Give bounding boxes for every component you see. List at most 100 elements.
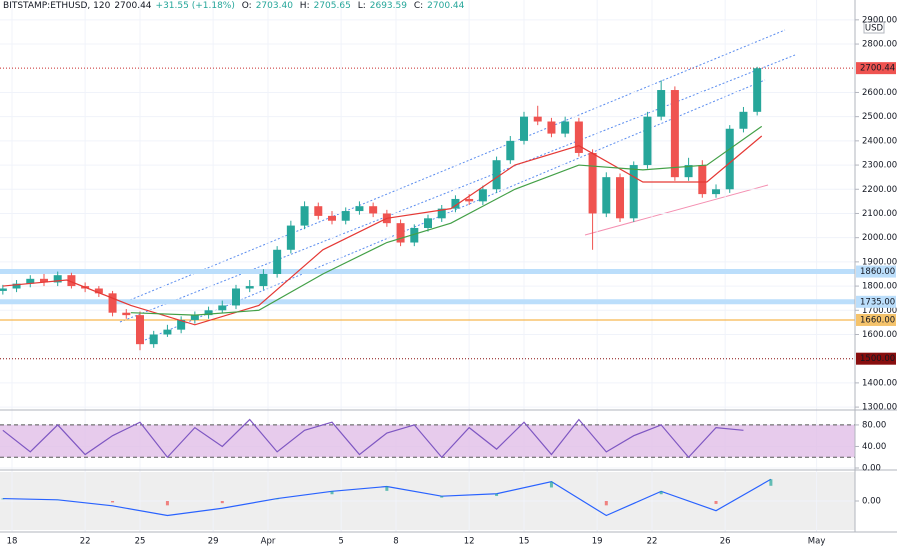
candle-body [94,288,103,294]
candle-body [204,310,213,316]
x-tick-label: 29 [208,537,219,547]
macd-histogram [165,501,169,506]
candle-body [177,319,186,330]
level-box [856,295,896,308]
h-value: 2705.65 [313,1,351,11]
level-box [856,352,896,365]
candle-body [437,208,446,219]
y-tick-label: 0.00 [862,464,881,474]
moving-average [2,135,763,326]
moving-average [130,125,763,316]
candle-body [520,116,529,141]
candle-body [588,152,597,214]
y-tick-label: 2900.00 [862,15,897,25]
candle-body [739,111,748,129]
candle-body [53,275,62,283]
l-value: 2693.59 [369,1,407,11]
candle-body [629,165,638,219]
x-tick-label: May [808,537,826,547]
level-label: 1735.00 [860,297,895,307]
c-key: C: [413,1,424,11]
candle-body [396,223,405,243]
candle-body [12,283,21,289]
o-value: 2703.40 [255,1,293,11]
level-label: 1500.00 [860,354,895,364]
level-box [856,313,896,326]
candle-body [561,121,570,134]
y-tick-label: 2100.00 [862,209,897,219]
macd-histogram [604,501,608,506]
level-label: 2700.44 [860,64,895,74]
x-tick-label: 12 [464,537,475,547]
x-tick-label: 5 [338,537,343,547]
y-tick-label: 2800.00 [862,40,897,50]
macd-histogram [440,496,444,498]
legend-header: BITSTAMP:ETHUSD, 120 2700.44 +31.55 (+1.18… [3,1,468,11]
y-tick-label: 1400.00 [862,378,897,388]
candle-body [753,68,762,112]
candle-body [602,177,611,214]
y-tick-label: 1300.00 [862,403,897,413]
y-tick-label: 1700.00 [862,306,897,316]
y-tick-label: 0.00 [862,497,881,507]
candle-body [108,293,117,313]
candle-body [135,315,144,345]
candle-body [725,128,734,190]
level-label: 1660.00 [860,315,895,325]
symbol: BITSTAMP:ETHUSD, 120 [3,1,111,11]
y-tick-label: 2300.00 [862,161,897,171]
candle-body [286,225,295,250]
x-tick-label: 26 [720,537,731,547]
candle-body [424,218,433,228]
candle-body [533,116,542,122]
candle-body [451,198,460,209]
y-tick-label: 2200.00 [862,185,897,195]
candle-body [355,206,364,212]
macd-histogram [220,501,224,504]
macd-histogram [495,493,499,496]
candle-body [190,315,199,320]
level-box [856,265,896,278]
y-tick-label: 2600.00 [862,88,897,98]
y-tick-label: 2500.00 [862,112,897,122]
candle-body [328,215,337,221]
y-tick-label: 1900.00 [862,257,897,267]
candle-body [231,288,240,306]
candle-body [492,160,501,190]
o-key: O: [241,1,252,11]
price: 2700.44 [114,1,152,11]
candle-body [39,278,48,283]
channel-line [119,54,796,323]
candle-body [410,227,419,243]
candle-body [574,121,583,153]
l-key: L: [357,1,366,11]
x-tick-label: 25 [135,537,146,547]
candle-body [547,121,556,134]
x-tick-label: 22 [80,537,91,547]
candle-body [273,249,282,274]
h-key: H: [299,1,310,11]
candle-body [67,275,76,287]
unit-box [863,21,885,34]
macd-histogram [714,501,718,504]
y-tick-label: 1600.00 [862,330,897,340]
candle-body [163,329,172,335]
plot [0,0,855,532]
candle-body [616,177,625,219]
macd-histogram [330,491,334,495]
x-tick-label: 19 [592,537,603,547]
candle-body [245,286,254,289]
y-tick-label: 2400.00 [862,136,897,146]
x-tick-label: 8 [393,537,398,547]
candle-body [643,116,652,166]
candle-body [218,305,227,311]
macd-histogram [659,491,663,495]
y-tick-label: 2000.00 [862,233,897,243]
candle-body [369,206,378,214]
candle-body [657,90,666,117]
candle-body [506,140,515,161]
level-label: 1860.00 [860,267,895,277]
